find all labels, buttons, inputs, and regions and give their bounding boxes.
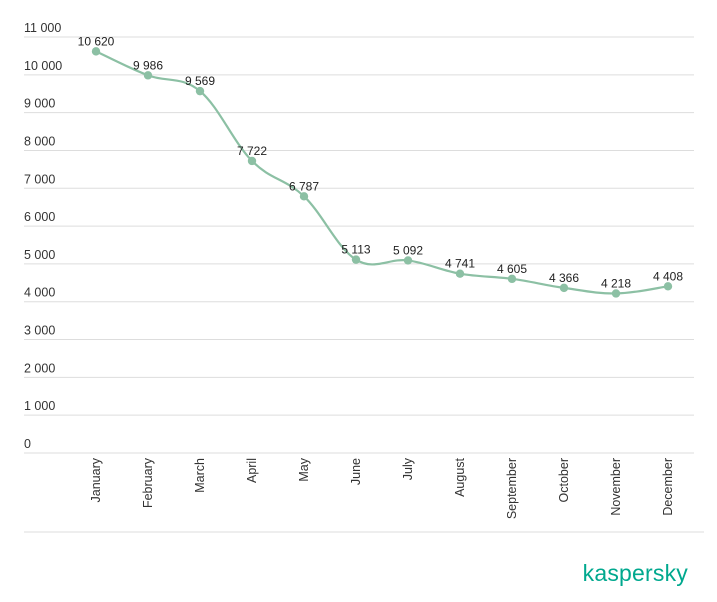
y-tick-label: 0 bbox=[24, 437, 31, 451]
data-point bbox=[247, 156, 257, 166]
x-axis-ticks: January February March April May June July Augu… bbox=[89, 457, 675, 519]
x-tick-label: October bbox=[557, 458, 571, 502]
data-label: 4 218 bbox=[601, 276, 631, 290]
data-label: 5 113 bbox=[341, 243, 370, 257]
gridlines bbox=[24, 36, 694, 454]
x-tick-label: May bbox=[297, 457, 311, 481]
x-tick-label: November bbox=[609, 458, 623, 516]
x-tick-label: March bbox=[193, 458, 207, 493]
data-point bbox=[403, 256, 413, 265]
data-point bbox=[299, 192, 309, 201]
data-point bbox=[455, 269, 465, 278]
data-point bbox=[195, 86, 205, 96]
y-tick-label: 9 000 bbox=[24, 97, 55, 111]
y-tick-label: 4 000 bbox=[24, 286, 55, 300]
data-label: 4 366 bbox=[549, 271, 579, 285]
data-label: 10 620 bbox=[78, 34, 115, 48]
data-label: 4 408 bbox=[653, 269, 683, 283]
x-tick-label: January bbox=[89, 457, 103, 502]
data-label: 5 092 bbox=[393, 243, 423, 257]
x-tick-label: April bbox=[245, 458, 259, 483]
y-tick-label: 6 000 bbox=[24, 210, 55, 224]
x-tick-label: February bbox=[141, 457, 155, 508]
data-label: 4 605 bbox=[497, 262, 527, 276]
y-tick-label: 7 000 bbox=[24, 172, 55, 186]
y-tick-label: 10 000 bbox=[24, 59, 62, 73]
data-point bbox=[91, 47, 101, 56]
data-label: 6 787 bbox=[289, 179, 319, 193]
data-point bbox=[351, 255, 361, 264]
y-tick-label: 8 000 bbox=[24, 134, 55, 148]
x-tick-label: August bbox=[453, 457, 467, 496]
data-labels: 10 620 9 986 9 569 7 722 6 787 5 113 5 092 4 74… bbox=[78, 34, 684, 290]
y-tick-label: 1 000 bbox=[24, 399, 55, 413]
data-label: 4 741 bbox=[445, 257, 475, 271]
x-tick-label: June bbox=[349, 458, 363, 485]
x-tick-label: December bbox=[661, 458, 675, 516]
y-axis-ticks: 0 1 000 2 000 3 000 4 000 5 000 6 000 7 000 8 00… bbox=[24, 21, 62, 451]
kaspersky-logo: kaspersky bbox=[582, 560, 688, 586]
data-point bbox=[559, 283, 569, 293]
data-label: 9 569 bbox=[185, 74, 215, 88]
x-tick-label: July bbox=[401, 457, 415, 480]
series-line bbox=[95, 50, 669, 295]
y-tick-label: 5 000 bbox=[24, 248, 55, 262]
data-points bbox=[91, 47, 673, 298]
data-label: 9 986 bbox=[133, 58, 163, 72]
data-point bbox=[507, 274, 517, 284]
data-point bbox=[143, 71, 153, 80]
data-label: 7 722 bbox=[237, 144, 267, 158]
y-tick-label: 11 000 bbox=[24, 21, 61, 35]
y-tick-label: 3 000 bbox=[24, 324, 55, 338]
data-point bbox=[663, 282, 673, 291]
x-tick-label: September bbox=[505, 458, 519, 519]
y-tick-label: 2 000 bbox=[24, 361, 55, 375]
data-point bbox=[611, 289, 621, 298]
